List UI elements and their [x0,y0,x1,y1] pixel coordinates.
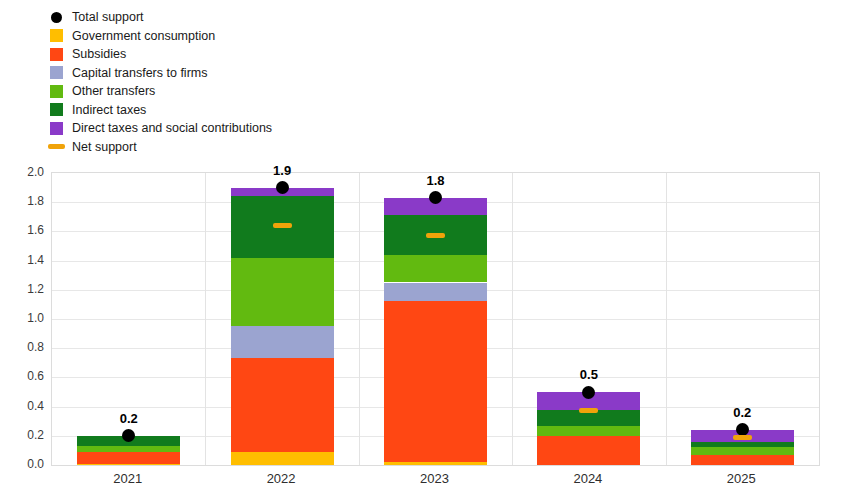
net-support-dash [426,233,445,238]
y-axis-tick-label: 2.0 [27,165,44,179]
y-axis-tick-label: 1.6 [27,223,44,237]
legend-item: Indirect taxes [44,101,272,120]
net-support-dash [273,223,292,228]
x-axis-tick-label: 2024 [573,471,602,486]
net-support-dash-icon [44,144,68,149]
y-axis-tick-label: 0.6 [27,369,44,383]
legend-swatch-icon [44,103,68,116]
bar-segment [77,452,180,464]
x-axis-tick-label: 2023 [420,471,449,486]
legend-item-label: Direct taxes and social contributions [72,121,272,135]
v-gridline [205,173,206,465]
y-axis-tick-label: 1.2 [27,282,44,296]
legend-item: Total support [44,8,272,27]
v-gridline [512,173,513,465]
v-gridline [666,173,667,465]
bar-segment [537,436,640,465]
total-support-dot-icon [44,12,68,23]
legend-swatch-icon [44,85,68,98]
legend-item: Net support [44,138,272,157]
legend-item: Capital transfers to firms [44,64,272,83]
legend-item-label: Government consumption [72,29,215,43]
y-axis-tick-label: 1.4 [27,253,44,267]
bar-segment [77,464,180,465]
net-support-dash [733,435,752,440]
x-axis-tick-label: 2022 [267,471,296,486]
y-axis-tick-label: 0.4 [27,399,44,413]
bar-segment [691,455,794,465]
y-axis-tick-labels: 0.00.20.40.60.81.01.21.41.61.82.0 [0,172,44,464]
legend-item: Direct taxes and social contributions [44,119,272,138]
bar-value-label: 0.2 [120,411,138,426]
legend-item-label: Subsidies [72,47,126,61]
bar-segment [384,283,487,302]
legend-item: Subsidies [44,45,272,64]
chart-legend: Total support Government consumption Subsi… [44,8,272,156]
legend-swatch-icon [44,48,68,61]
bar-segment [384,462,487,465]
bar-segment [691,447,794,454]
bar-segment [537,426,640,436]
legend-swatch-icon [44,122,68,135]
x-axis-tick-labels: 2021 2022 2023 2024 2025 [51,471,818,491]
v-gridline [359,173,360,465]
legend-item-label: Total support [72,10,144,24]
bar-segment [231,358,334,451]
y-axis-tick-label: 0.2 [27,428,44,442]
legend-item-label: Indirect taxes [72,103,146,117]
y-axis-tick-label: 0.0 [27,457,44,471]
bar-value-label: 0.5 [580,367,598,382]
plot-area: 0.21.91.80.50.2 [51,172,820,466]
bar-segment [77,446,180,452]
bar-value-label: 0.2 [733,405,751,420]
bar-segment [384,301,487,462]
legend-item-label: Capital transfers to firms [72,66,207,80]
total-support-dot [582,386,595,399]
y-axis-tick-label: 1.8 [27,194,44,208]
chart-container: Total support Government consumption Subsi… [0,0,850,498]
bar-segment [384,255,487,283]
y-axis-tick-label: 0.8 [27,340,44,354]
legend-swatch-icon [44,66,68,79]
legend-item: Government consumption [44,27,272,46]
bar-segment [231,326,334,358]
legend-item: Other transfers [44,82,272,101]
y-axis-tick-label: 1.0 [27,311,44,325]
bar-segment [691,442,794,448]
x-axis-tick-label: 2025 [727,471,756,486]
bar-segment [231,452,334,465]
x-axis-tick-label: 2021 [113,471,142,486]
legend-swatch-icon [44,29,68,42]
legend-item-label: Net support [72,140,137,154]
net-support-dash [579,408,598,413]
bar-value-label: 1.8 [426,173,444,188]
legend-item-label: Other transfers [72,84,155,98]
bar-value-label: 1.9 [273,163,291,178]
total-support-dot [276,181,289,194]
bar-segment [231,258,334,327]
